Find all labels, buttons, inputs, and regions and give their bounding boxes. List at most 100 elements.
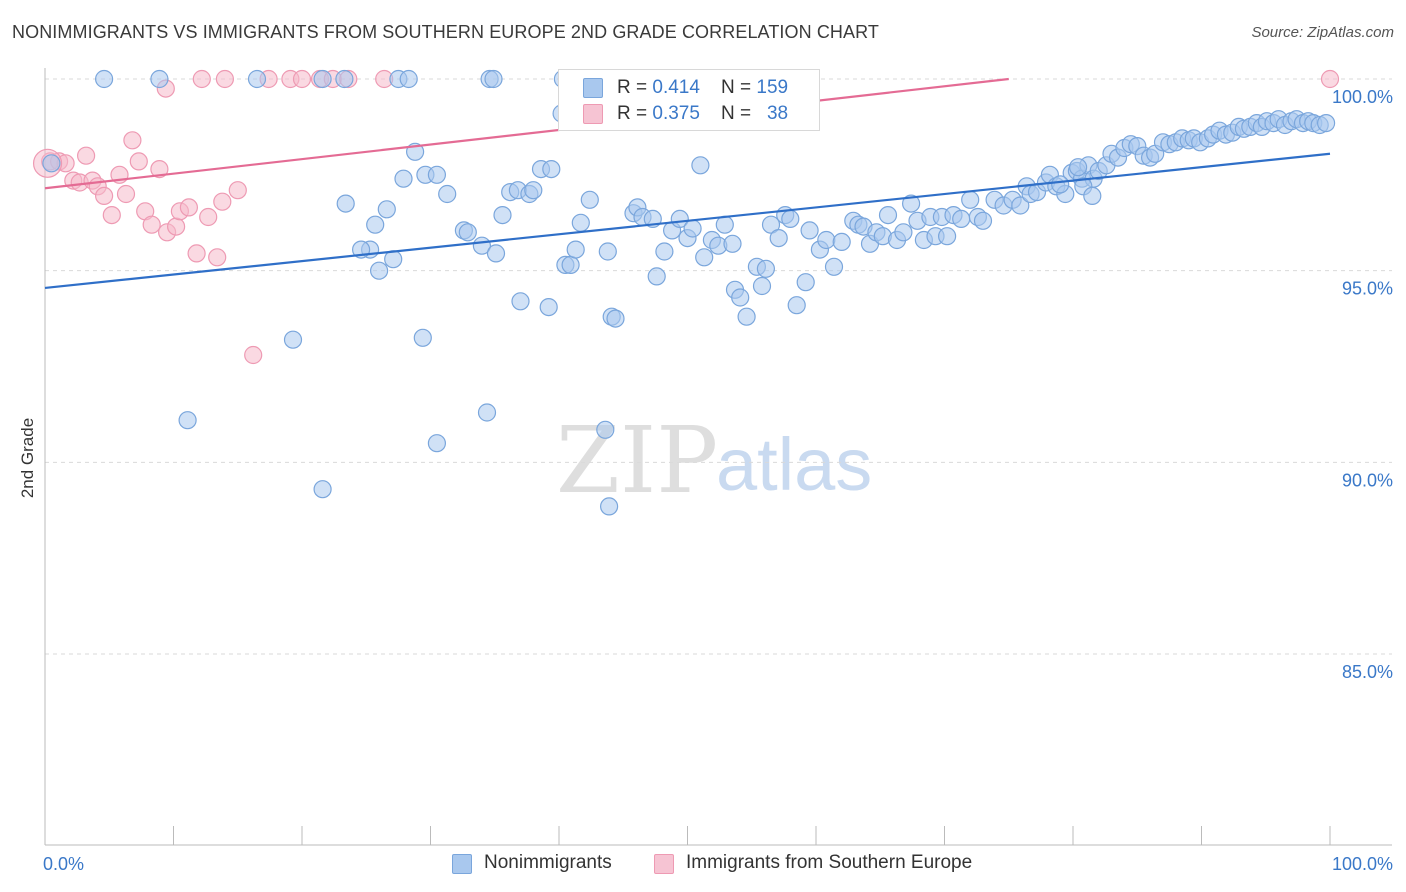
data-point-nonimmigrants [335,69,354,89]
watermark-atlas: atlas [716,423,872,506]
data-point-nonimmigrants [566,240,585,259]
data-point-nonimmigrants [542,160,561,179]
data-point-nonimmigrants [313,480,332,499]
data-point-nonimmigrants [599,497,619,516]
data-point-nonimmigrants [787,296,806,315]
watermark-zip: ZIP [556,407,718,514]
data-point-immigrants [167,217,186,236]
data-point-nonimmigrants [1051,175,1070,194]
data-point-nonimmigrants [752,276,772,296]
data-point-nonimmigrants [723,234,742,253]
data-point-nonimmigrants [901,194,921,213]
data-point-nonimmigrants [438,184,457,204]
data-point-immigrants [116,184,136,204]
data-point-nonimmigrants [571,213,590,232]
data-point-immigrants [102,206,121,225]
data-point-immigrants [76,146,96,165]
legend-r-value: 0.414 [652,77,700,98]
legend-label-immigrants: Immigrants from Southern Europe [686,852,973,873]
data-point-nonimmigrants [313,69,332,89]
legend-n-label: N = [721,77,757,98]
data-point-nonimmigrants [647,267,666,286]
tick-labels: 100.0% 95.0% 90.0% 85.0% 0.0% 100.0% [43,87,1393,874]
legend-swatch-pink [654,854,674,874]
data-point-nonimmigrants [427,165,446,184]
data-point-nonimmigrants [1011,196,1030,215]
data-point-nonimmigrants [1083,186,1102,205]
data-point-nonimmigrants [824,257,844,276]
watermark: ZIP atlas [556,407,872,514]
data-point-nonimmigrants [94,69,114,89]
data-point-nonimmigrants [458,223,477,242]
data-point-nonimmigrants [150,69,169,89]
data-point-immigrants [129,152,148,171]
data-point-nonimmigrants [377,200,396,219]
data-point-immigrants [215,69,234,89]
data-point-nonimmigrants [247,69,267,89]
data-point-nonimmigrants [413,328,432,347]
data-point-nonimmigrants [655,242,674,261]
legend-n-value: 38 [766,103,789,124]
trend-line-immigrants [44,77,1009,190]
data-point-nonimmigrants [952,209,971,228]
data-point-immigrants [142,215,161,234]
series-immigrants-points [32,69,1340,365]
trend-lines [44,77,1331,290]
data-point-nonimmigrants [832,232,851,251]
data-point-nonimmigrants [731,288,750,307]
data-point-nonimmigrants [427,434,446,453]
data-point-nonimmigrants [484,69,503,89]
data-point-nonimmigrants [511,292,530,311]
data-point-nonimmigrants [683,219,702,238]
data-point-immigrants [228,181,247,200]
data-point-nonimmigrants [796,273,815,292]
data-point-nonimmigrants [737,307,756,326]
legend-swatch-blue [452,854,472,874]
legend-r-label: R = [617,77,653,98]
legend-n-value: 159 [756,77,789,98]
data-point-nonimmigrants [178,411,197,430]
data-point-immigrants [199,207,218,227]
data-point-immigrants [179,198,198,217]
stats-legend: R = 0.414 N = 159 R = 0.375 N = 38 [558,69,820,131]
data-point-nonimmigrants [598,242,617,261]
data-point-nonimmigrants [894,223,913,242]
data-point-nonimmigrants [493,206,512,225]
legend-swatch-blue [583,78,603,98]
data-point-nonimmigrants [366,215,385,234]
data-point-nonimmigrants [715,215,734,234]
legend-r-value: 0.375 [652,103,700,124]
trend-line-nonimmigrants [44,152,1331,290]
data-point-immigrants [213,192,232,211]
data-point-nonimmigrants [1068,158,1088,177]
data-point-nonimmigrants [524,181,543,200]
y-tick-label: 90.0% [1342,470,1393,490]
data-point-immigrants [1320,69,1340,89]
data-point-nonimmigrants [800,221,819,240]
data-point-nonimmigrants [399,69,418,89]
source-label: Source: ZipAtlas.com [1251,24,1394,41]
data-point-nonimmigrants [878,206,898,225]
data-point-immigrants [292,69,312,89]
y-tick-label: 85.0% [1342,662,1393,682]
data-point-nonimmigrants [370,261,389,280]
data-point-nonimmigrants [42,154,61,173]
data-point-immigrants [187,244,206,263]
series-nonimmigrants-points [42,69,1336,516]
legend-r-label: R = [617,103,653,124]
data-point-nonimmigrants [394,169,413,188]
chart-title: NONIMMIGRANTS VS IMMIGRANTS FROM SOUTHER… [12,22,879,42]
data-point-nonimmigrants [596,420,615,439]
x-tick-label: 0.0% [43,854,84,874]
y-tick-label: 95.0% [1342,279,1393,299]
data-point-nonimmigrants [336,194,355,213]
data-point-nonimmigrants [695,248,714,267]
data-point-nonimmigrants [937,227,957,246]
data-point-nonimmigrants [817,230,836,250]
legend-label-nonimmigrants: Nonimmigrants [484,852,612,873]
data-point-nonimmigrants [691,156,710,175]
bottom-legend: Nonimmigrants Immigrants from Southern E… [0,851,1406,879]
data-point-immigrants [208,248,227,267]
data-point-nonimmigrants [486,244,506,263]
data-point-nonimmigrants [1316,113,1336,133]
